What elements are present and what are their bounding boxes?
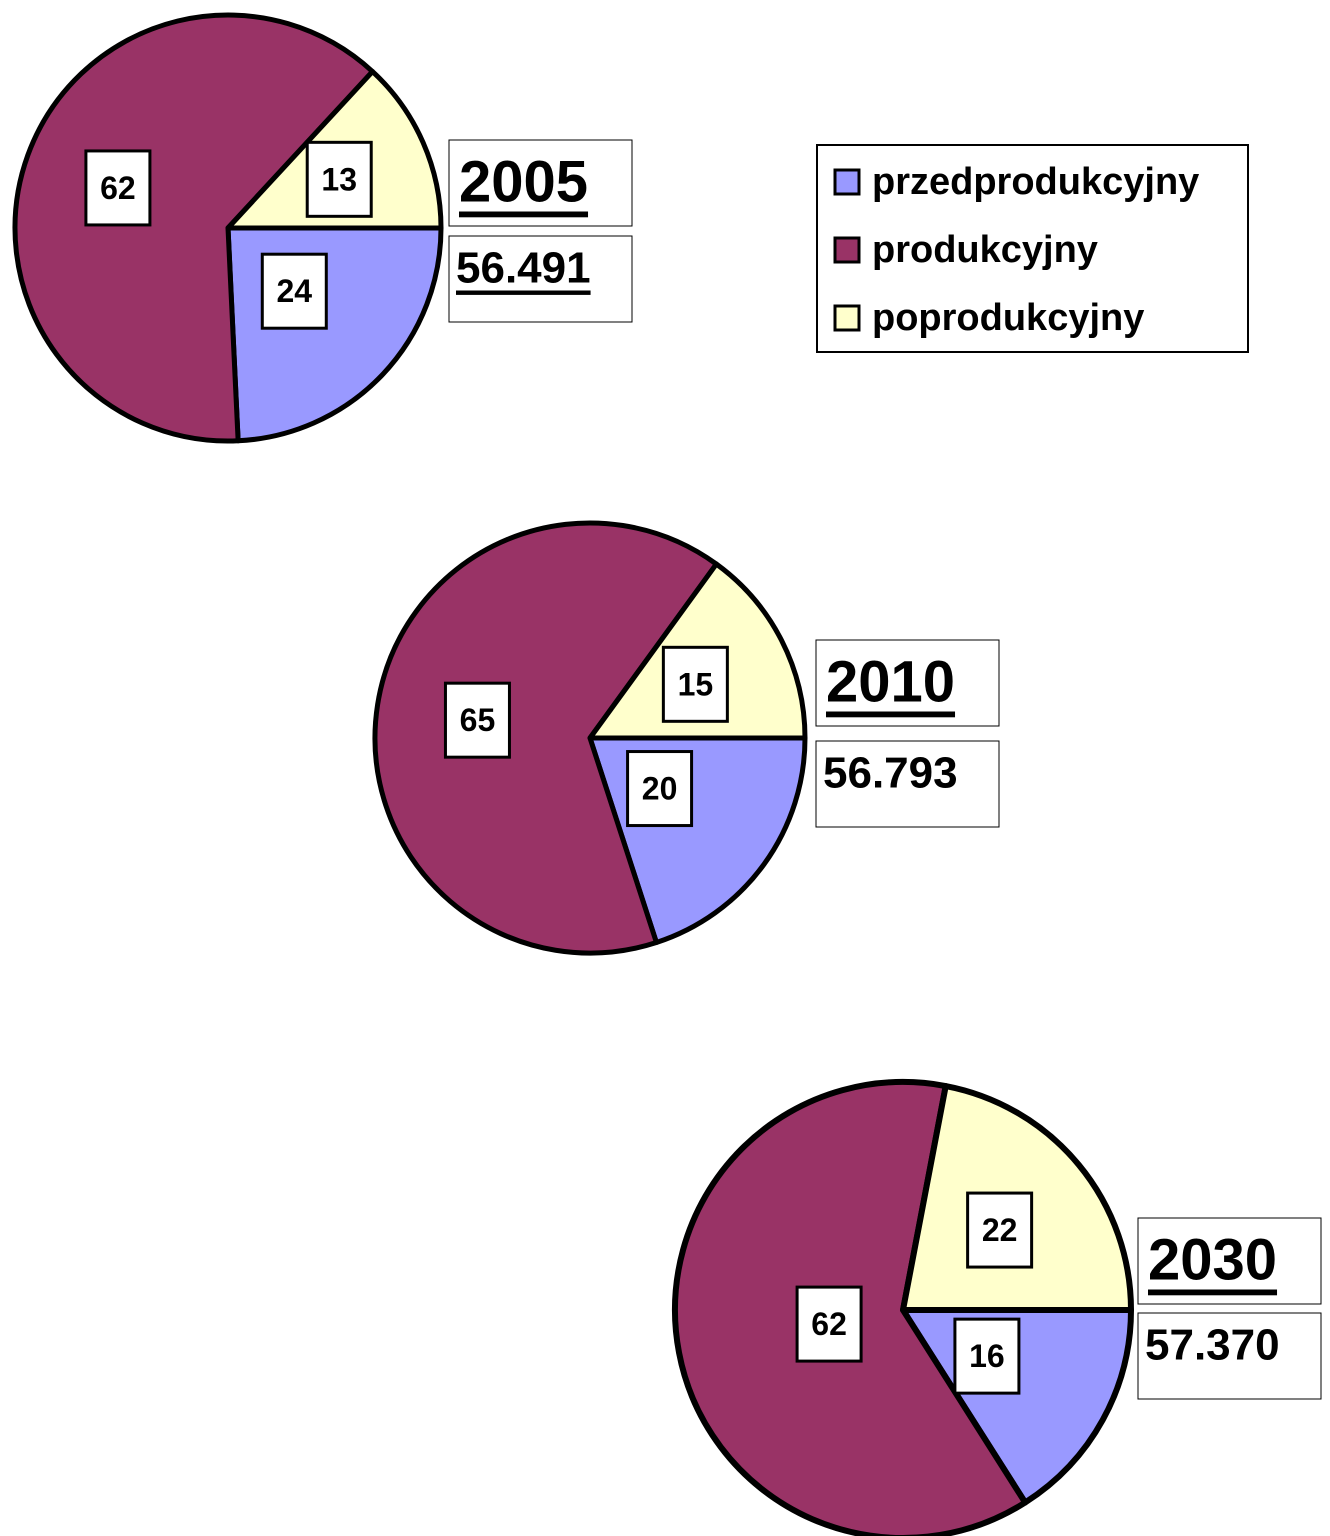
pie-slice (12, 12, 376, 444)
chart-title: 2030 (1148, 1228, 1277, 1293)
title-box (815, 639, 1000, 727)
data-label: 62 (100, 170, 136, 206)
subtitle-box (1137, 1312, 1322, 1400)
data-label-box (626, 750, 694, 828)
legend-box (816, 144, 1249, 353)
data-label-box (260, 252, 328, 330)
subtitle-box (448, 235, 633, 323)
data-label: 65 (460, 702, 496, 738)
chart-subtitle: 56.793 (823, 749, 958, 798)
data-label: 24 (276, 273, 312, 309)
legend-label: przedprodukcyjny (872, 161, 1199, 203)
pie-slice (372, 520, 719, 956)
title-box (448, 139, 633, 227)
data-label: 13 (321, 161, 357, 197)
data-label-box (443, 681, 511, 759)
data-label-box (661, 645, 729, 723)
pie-slice (225, 225, 444, 444)
data-label: 62 (811, 1306, 847, 1342)
legend-swatch (833, 236, 861, 264)
chart-subtitle: 56.491 (456, 244, 591, 293)
data-label-box (953, 1317, 1021, 1395)
data-label: 20 (642, 771, 678, 807)
chart-title: 2005 (459, 150, 588, 215)
data-label-box (795, 1285, 863, 1363)
legend-label: produkcyjny (872, 229, 1098, 271)
data-label-box (966, 1191, 1034, 1269)
data-label-box (305, 140, 373, 218)
data-label: 22 (982, 1212, 1018, 1248)
subtitle-box (815, 740, 1000, 828)
title-box (1137, 1217, 1322, 1305)
legend-swatch (833, 304, 861, 332)
legend-swatch (833, 168, 861, 196)
chart-subtitle: 57.370 (1145, 1321, 1280, 1370)
data-label: 15 (678, 666, 714, 702)
legend-label: poprodukcyjny (872, 297, 1144, 339)
data-label: 16 (969, 1338, 1005, 1374)
chart-title: 2010 (826, 650, 955, 715)
data-label-box (84, 149, 152, 227)
